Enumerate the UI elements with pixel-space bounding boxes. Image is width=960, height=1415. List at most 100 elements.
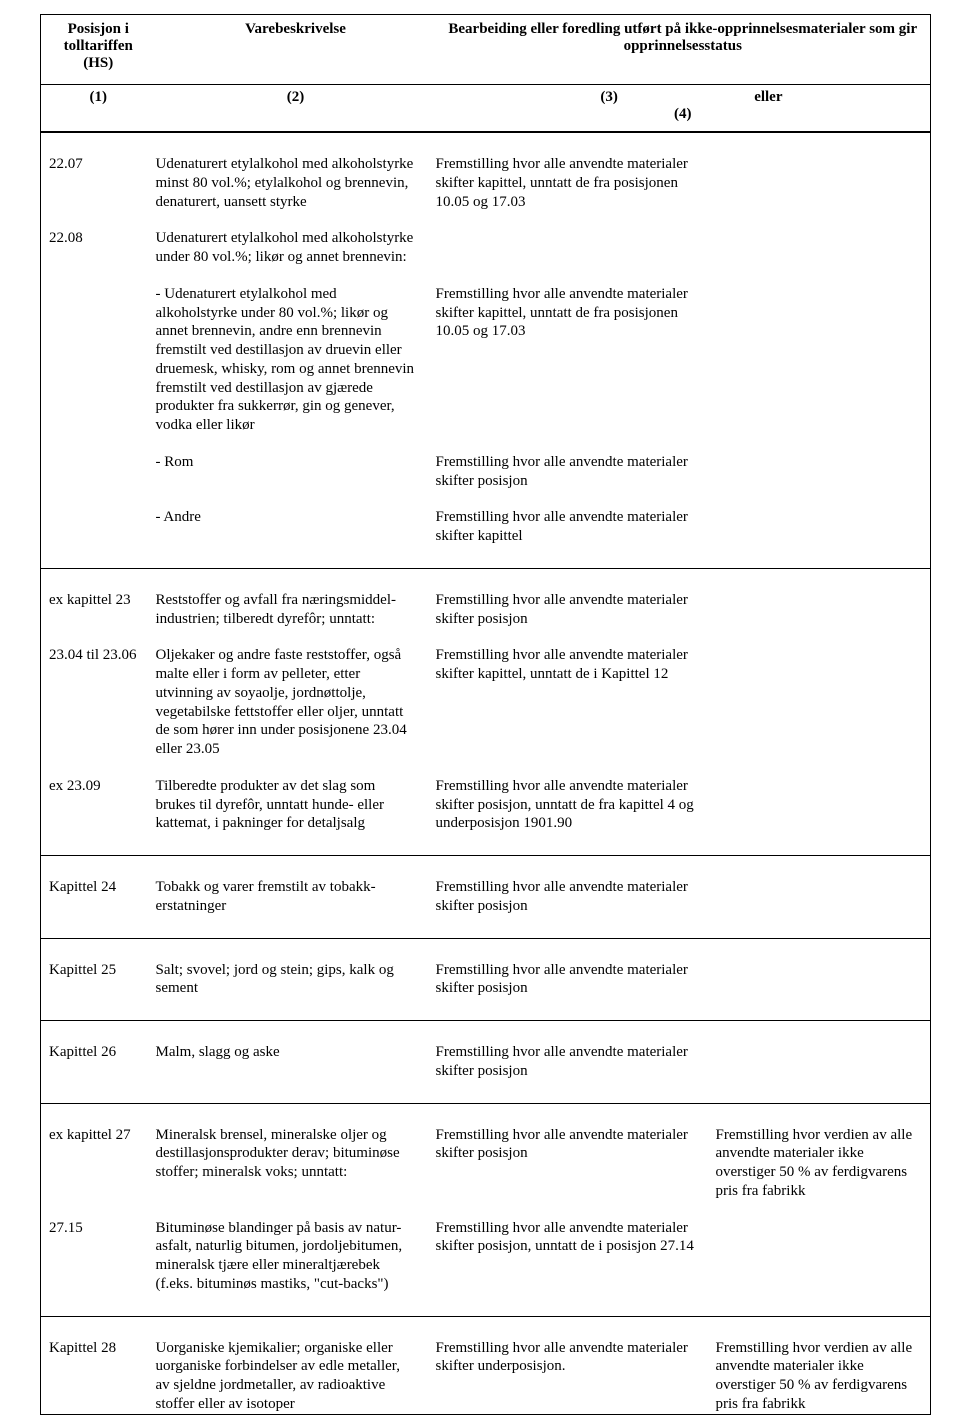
cell-col1	[41, 490, 156, 568]
cell-col1	[41, 435, 156, 491]
cell-text: Malm, slagg og aske	[156, 1021, 418, 1084]
cell-col4	[716, 568, 931, 628]
header-num1: (1)	[41, 85, 156, 133]
cell-col3: Fremstilling hvor alle anvendte material…	[436, 1103, 716, 1201]
cell-col3: Fremstilling hvor alle anvendte material…	[436, 132, 716, 211]
cell-text: Udenaturert etylalkohol med alkoholstyrk…	[156, 211, 418, 267]
cell-col3: Fremstilling hvor alle anvendte material…	[436, 267, 716, 435]
cell-text	[716, 435, 923, 453]
cell-text: Fremstilling hvor alle anvendte material…	[436, 939, 698, 1021]
header-num34: (3) eller (4)	[436, 85, 931, 133]
cell-text: Kapittel 26	[49, 1021, 150, 1084]
cell-col1: 23.04 til 23.06	[41, 628, 156, 759]
cell-text	[49, 435, 150, 453]
cell-col3: Fremstilling hvor alle anvendte material…	[436, 628, 716, 759]
cell-col2: Salt; svovel; jord og stein; gips, kalk …	[156, 938, 436, 1021]
cell-text	[716, 759, 923, 799]
cell-text: Fremstilling hvor alle anvendte material…	[436, 435, 698, 491]
cell-text: Tilberedte produkter av det slag som bru…	[156, 759, 418, 855]
cell-col3: Fremstilling hvor alle anvendte material…	[436, 1201, 716, 1317]
cell-col3: Fremstilling hvor alle anvendte material…	[436, 1021, 716, 1104]
cell-col3: Fremstilling hvor alle anvendte material…	[436, 435, 716, 491]
cell-text: Oljekaker og andre faste reststoffer, og…	[156, 628, 418, 759]
cell-col1: ex kapittel 27	[41, 1103, 156, 1201]
table-row: 22.07Udenaturert etylalkohol med alkohol…	[41, 132, 931, 211]
cell-text	[716, 1021, 923, 1065]
table-row: - AndreFremstilling hvor alle anvendte m…	[41, 490, 931, 568]
table-row: ex kapittel 27Mineralsk brensel, mineral…	[41, 1103, 931, 1201]
cell-text: Fremstilling hvor alle anvendte material…	[436, 490, 698, 568]
table-number-row: (1) (2) (3) eller (4)	[41, 85, 931, 133]
cell-text: Fremstilling hvor alle anvendte material…	[436, 759, 698, 855]
cell-text: Kapittel 28	[49, 1317, 150, 1358]
header-num4: (4)	[599, 106, 766, 123]
tariff-table: Posisjon i tolltariffen (HS) Varebeskriv…	[40, 14, 931, 1415]
cell-col4	[716, 1201, 931, 1317]
cell-col1: ex 23.09	[41, 759, 156, 856]
cell-col4	[716, 132, 931, 211]
cell-text	[716, 211, 923, 229]
cell-col2: Uorganiske kjemikalier; organiske eller …	[156, 1316, 436, 1414]
header-num3: (3)	[525, 89, 692, 106]
cell-text	[49, 267, 150, 285]
cell-col2: Bituminøse blandinger på basis av natur-…	[156, 1201, 436, 1317]
cell-text: Fremstilling hvor alle anvendte material…	[436, 1021, 698, 1103]
cell-text	[716, 856, 923, 900]
table-row: 23.04 til 23.06Oljekaker og andre faste …	[41, 628, 931, 759]
cell-text: Fremstilling hvor alle anvendte material…	[436, 856, 698, 938]
cell-text	[716, 569, 923, 591]
header-col34: Bearbeiding eller foredling utført på ik…	[436, 15, 931, 85]
table-row: ex kapittel 23Reststoffer og avfall fra …	[41, 568, 931, 628]
table-row: ex 23.09Tilberedte produkter av det slag…	[41, 759, 931, 856]
cell-text: Fremstilling hvor alle anvendte material…	[436, 1317, 698, 1377]
cell-col4	[716, 211, 931, 267]
header-num2: (2)	[156, 85, 436, 133]
cell-text: Fremstilling hvor alle anvendte material…	[436, 267, 698, 341]
cell-col4	[716, 435, 931, 491]
cell-text: 22.08	[49, 211, 150, 248]
cell-col3: Fremstilling hvor alle anvendte material…	[436, 490, 716, 568]
cell-col2: Tobakk og varer fremstilt av tobakk-erst…	[156, 856, 436, 939]
cell-text: Fremstilling hvor verdien av alle anvend…	[716, 1104, 923, 1201]
cell-col2: Udenaturert etylalkohol med alkoholstyrk…	[156, 132, 436, 211]
table-row: Kapittel 25Salt; svovel; jord og stein; …	[41, 938, 931, 1021]
cell-col2: - Rom	[156, 435, 436, 491]
table-row: Kapittel 28Uorganiske kjemikalier; organ…	[41, 1316, 931, 1414]
cell-text: Kapittel 25	[49, 939, 150, 1002]
cell-text: - Udenaturert etylalkohol med alkoholsty…	[156, 267, 418, 435]
cell-col2: - Andre	[156, 490, 436, 568]
cell-text: ex kapittel 27	[49, 1104, 150, 1145]
cell-col2: Reststoffer og avfall fra næringsmiddel-…	[156, 568, 436, 628]
cell-col1: 27.15	[41, 1201, 156, 1317]
cell-col4	[716, 938, 931, 1021]
cell-col4	[716, 759, 931, 856]
cell-col4	[716, 1021, 931, 1104]
cell-col2: Oljekaker og andre faste reststoffer, og…	[156, 628, 436, 759]
cell-text: Salt; svovel; jord og stein; gips, kalk …	[156, 939, 418, 1021]
cell-col3: Fremstilling hvor alle anvendte material…	[436, 856, 716, 939]
cell-text: Fremstilling hvor alle anvendte material…	[436, 133, 698, 211]
cell-col1: Kapittel 28	[41, 1316, 156, 1414]
cell-text: Fremstilling hvor alle anvendte material…	[436, 628, 698, 684]
cell-text: Kapittel 24	[49, 856, 150, 919]
cell-text: Udenaturert etylalkohol med alkoholstyrk…	[156, 133, 418, 211]
cell-col1: ex kapittel 23	[41, 568, 156, 628]
cell-col4: Fremstilling hvor verdien av alle anvend…	[716, 1316, 931, 1414]
cell-text: ex 23.09	[49, 759, 150, 818]
cell-text: 23.04 til 23.06	[49, 628, 150, 665]
cell-text: ex kapittel 23	[49, 569, 150, 610]
cell-col3: Fremstilling hvor alle anvendte material…	[436, 938, 716, 1021]
cell-col1: 22.07	[41, 132, 156, 211]
cell-col3	[436, 211, 716, 267]
cell-col1: Kapittel 25	[41, 938, 156, 1021]
cell-col4	[716, 267, 931, 435]
cell-col1: Kapittel 26	[41, 1021, 156, 1104]
cell-col2: Udenaturert etylalkohol med alkoholstyrk…	[156, 211, 436, 267]
cell-text: Fremstilling hvor alle anvendte material…	[436, 1104, 698, 1164]
header-col1: Posisjon i tolltariffen (HS)	[41, 15, 156, 85]
cell-text: - Rom	[156, 435, 418, 472]
cell-text: Tobakk og varer fremstilt av tobakk-erst…	[156, 856, 418, 938]
cell-col2: Mineralsk brensel, mineralske oljer og d…	[156, 1103, 436, 1201]
cell-col4: Fremstilling hvor verdien av alle anvend…	[716, 1103, 931, 1201]
cell-col4	[716, 490, 931, 568]
